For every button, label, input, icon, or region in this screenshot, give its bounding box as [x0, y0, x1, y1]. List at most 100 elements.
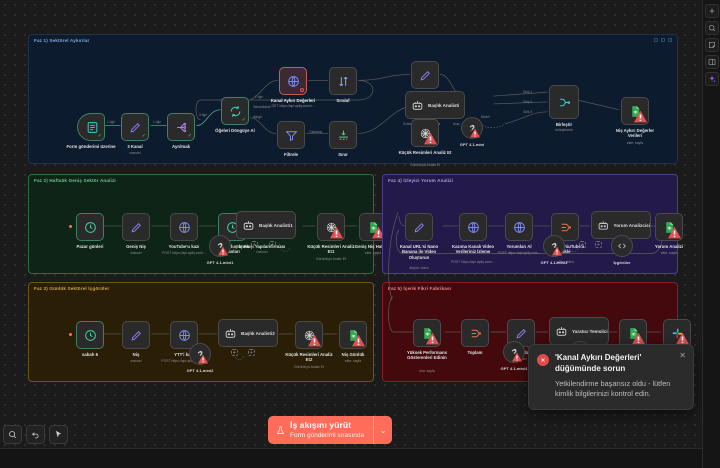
node-scrape-channel[interactable]: Kazıma Kanalı Video Verileriniz İzleme P…	[451, 213, 495, 264]
openai-model-icon	[511, 348, 517, 355]
node-creative-rep[interactable]: Yaratıcı Temsilci	[549, 317, 609, 345]
workflow-canvas[interactable]: Faz 1) Sektörel Aykırılar	[0, 0, 702, 448]
node-label: Geniş Niş	[126, 244, 146, 249]
edit-icon	[130, 330, 141, 341]
panel-faz1-title: Faz 1) Sektörel Aykırılar	[34, 38, 90, 43]
form-icon	[87, 121, 98, 133]
node-channel-outliers[interactable]: Kanal Aykırı Değerleri GET https://api.a…	[271, 67, 315, 108]
execute-main[interactable]: İş akışını yürüt Form gönderimi sırasınd…	[268, 416, 373, 444]
robot-icon	[556, 326, 567, 336]
node-broad-niche[interactable]: Geniş Niş manuel	[122, 213, 150, 255]
node-limit[interactable]: Sınır	[329, 121, 357, 157]
ai-assistant-button[interactable]	[704, 72, 719, 86]
sticky-note-button[interactable]	[704, 38, 719, 52]
node-loop-over-items[interactable]: ✓ Öğeleri Döngüye Al	[215, 97, 255, 133]
node-label: Yorum Analizcisi	[613, 222, 650, 228]
panel-edit-icon[interactable]	[661, 38, 665, 42]
node-sort[interactable]: Sıralaf	[329, 67, 357, 103]
panel-faz4-title: Faz 4) İzleyici Yorum Analizi	[388, 178, 454, 183]
node-daily-schedule[interactable]: sabah 6	[76, 321, 104, 357]
node-gpt-model-1[interactable]: GPT 4.1-mini	[460, 117, 484, 147]
node-outlier-data-sheet[interactable]: Niş Aykırı Değerler Verileri ekle: sayfa	[616, 97, 654, 145]
plus-icon	[709, 8, 714, 14]
openai-icon	[420, 128, 430, 138]
node-youtube-search[interactable]: YouTube'u kazı POST https://api.apify.co…	[162, 213, 206, 255]
panel-color-icon[interactable]	[654, 38, 658, 42]
search-button[interactable]	[704, 21, 719, 35]
node-title-analyst[interactable]: Başlık Analisti Sohbet Modeli Hafıza Ara…	[403, 91, 465, 126]
merge-input-3-label: Giriş 3	[523, 110, 533, 114]
node-merge[interactable]: Birleştir birleştirmek	[549, 85, 579, 132]
zoom-tool[interactable]	[3, 425, 22, 444]
toast-body: Yetkilendirme başarısız oldu - lütfen ki…	[555, 378, 671, 399]
node-sublabel: ekle: sayfa	[364, 251, 382, 255]
add-node-placeholder-b[interactable]: +	[269, 241, 276, 248]
panel-faz1[interactable]: Faz 1) Sektörel Aykırılar	[28, 34, 678, 167]
add-node-placeholder-d[interactable]: +	[595, 241, 602, 248]
sheets-icon	[349, 329, 357, 341]
panel-toggle-button[interactable]	[704, 55, 719, 69]
add-node-placeholder-e[interactable]: +	[231, 349, 238, 356]
node-set-fields[interactable]: Alanları Ayarla manuel	[410, 61, 440, 103]
node-label: Yüksek Performans Gösterenleri Edinin	[406, 350, 448, 361]
model-label: GPT 4.1-mini2	[186, 368, 214, 373]
node-label: Geniş Niş Haftalık	[354, 244, 392, 249]
node-niche[interactable]: Niş manuel	[122, 321, 150, 363]
node-label: Küçük Resimleri Analiz Et1	[307, 244, 355, 255]
node-ytt-scrape[interactable]: YTT'i kazı POST https://api.apify.com/v.…	[161, 321, 207, 363]
add-node-placeholder-f[interactable]: +	[248, 349, 255, 356]
node-sublabel: ekle: sayfa	[660, 251, 678, 255]
node-comment-analyst[interactable]: Yorum Analizcisi	[591, 211, 651, 239]
node-thumbnail-analysis[interactable]: Küçük Resimleri Analiz Et Görüntüyü Anal…	[399, 119, 451, 167]
node-comment-analysis-sheet[interactable]: Yorum Analizi ekle: sayfa	[655, 213, 683, 255]
pointer-tool[interactable]	[49, 425, 68, 444]
panel-faz2[interactable]: Faz 2) Haftalık Geniş Sektör Analizi Paz…	[28, 174, 391, 274]
add-node-button[interactable]	[704, 4, 719, 18]
split-icon	[176, 122, 186, 132]
node-high-performance[interactable]: Yüksek Performans Gösterenleri Edinin ok…	[407, 319, 447, 373]
node-three-channels[interactable]: ✓ 3 Kanal manuel	[121, 113, 149, 155]
node-form-trigger[interactable]: ✓ Form gönderimi üzerine	[67, 113, 115, 149]
node-gpt-model-2[interactable]: GPT 4.1-mini1	[207, 235, 233, 265]
node-title-analyst-3[interactable]: Başlık Analisti2	[218, 319, 278, 347]
node-weekly-schedule[interactable]: Pazar günleri	[76, 213, 104, 249]
edge-label-3: 3 öğe	[199, 113, 207, 117]
execute-workflow-button[interactable]: İş akışını yürüt Form gönderimi sırasınd…	[268, 416, 393, 444]
node-daily-niche-sheet[interactable]: Niş Günlük ekle: sayfa	[339, 321, 367, 363]
node-status-warning	[371, 226, 385, 239]
globe-icon	[467, 221, 479, 233]
node-label: Niş Günlük	[341, 352, 365, 357]
node-nano-banana[interactable]: Kanal URL'si Nano Banana ile Video Oluşt…	[400, 213, 438, 270]
openai-model-icon	[551, 242, 557, 249]
canvas-toolbar[interactable]	[3, 425, 68, 444]
node-status-warning	[351, 334, 365, 347]
add-node-placeholder-c[interactable]: +	[579, 241, 586, 248]
node-get-comments[interactable]: Yorumları Al POST https://api.apify.com.…	[498, 213, 540, 255]
node-label: Kanal URL'si Nano Banana ile Video Oluşt…	[399, 244, 439, 260]
edge-label-2: 1 öğe	[153, 120, 161, 124]
node-label: Kanal Aykırı Değerleri	[270, 98, 316, 103]
node-thumb-analysis-et1[interactable]: Küçük Resimleri Analiz Et1 Görüntüyü Ana…	[307, 213, 355, 261]
right-sidebar[interactable]	[702, 0, 720, 468]
node-gpt-model-3[interactable]: GPT 4.1-mini3	[541, 235, 567, 265]
node-ideas-sheet[interactable]: Fikirleri Ekle ekle: sayfa	[619, 319, 647, 361]
panel-more-icon[interactable]	[668, 38, 672, 42]
panel-faz3[interactable]: Faz 3) Günlük Sektörel İçgörüler sabah 6…	[28, 282, 374, 382]
execute-dropdown-button[interactable]: ⌄	[373, 416, 392, 444]
node-filter[interactable]: Filtrele	[277, 121, 305, 157]
edge-label-1: 1 öğe	[107, 120, 115, 124]
node-notify[interactable]: Bildiri gönderi: mesaj	[663, 319, 691, 361]
node-insights-tool[interactable]: İçgörüler	[611, 235, 633, 265]
undo-tool[interactable]	[26, 425, 45, 444]
toast-close-button[interactable]: ✕	[679, 351, 686, 361]
node-aggregate-5[interactable]: Toplam	[461, 319, 489, 355]
node-title-analyst-2[interactable]: Başlık Analisti1 İş Akışı Yapılandırması…	[236, 211, 296, 254]
panel-faz1-tools[interactable]	[654, 38, 672, 42]
add-node-placeholder-a[interactable]: +	[251, 241, 258, 248]
node-thumb-analysis-et2[interactable]: Küçük Resimleri Analiz Et2 Görüntüyü Ana…	[285, 321, 333, 369]
node-split-out[interactable]: ✓ Ayrılmak	[167, 113, 195, 149]
node-gpt-model-5[interactable]: GPT 4.1-mini4	[501, 341, 527, 371]
node-gpt-model-4[interactable]: GPT 4.1-mini2	[187, 343, 213, 373]
panel-faz4[interactable]: Faz 4) İzleyici Yorum Analizi Kanal URL'…	[382, 174, 683, 274]
